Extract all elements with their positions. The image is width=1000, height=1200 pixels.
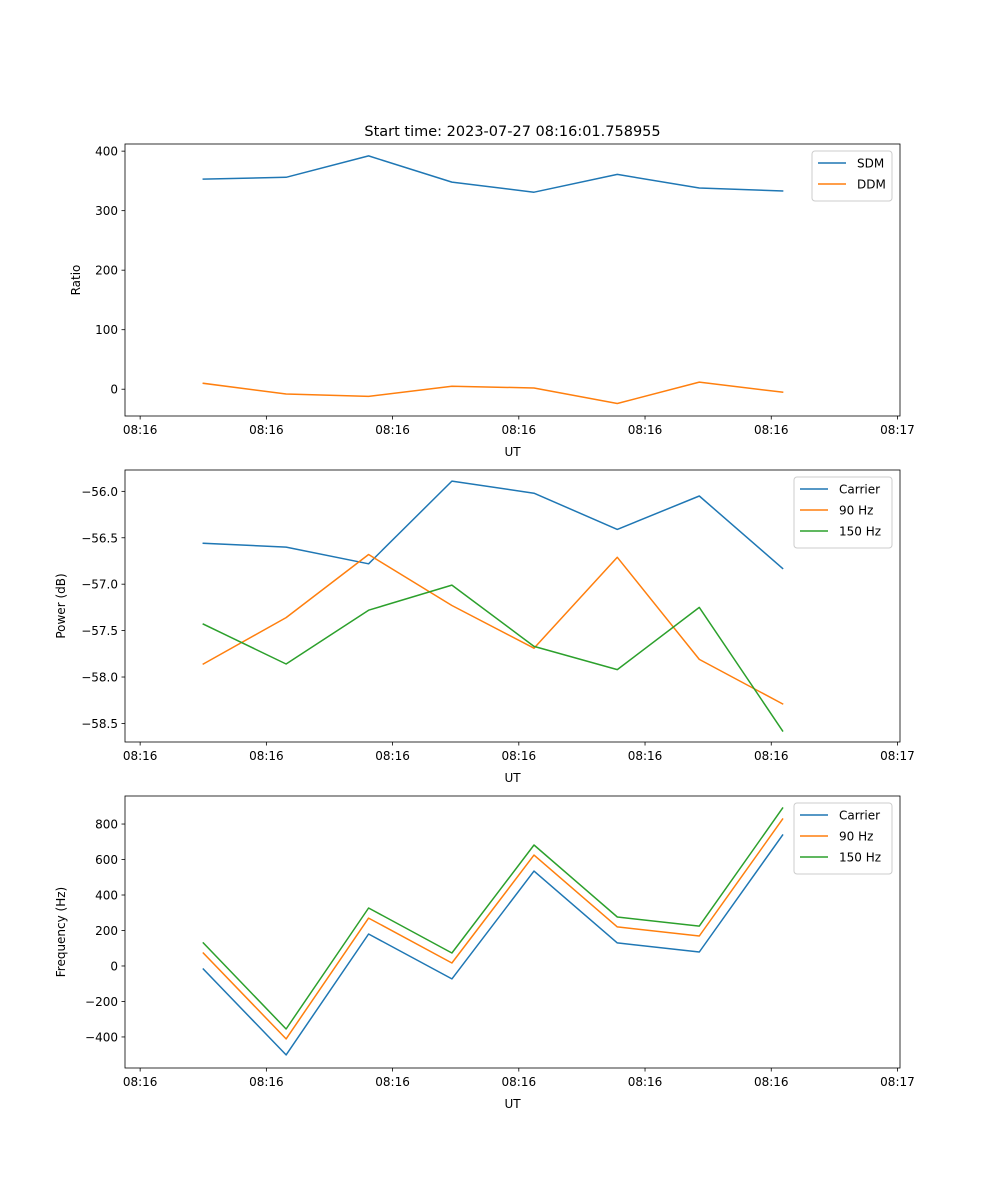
axes-frame bbox=[124, 143, 901, 417]
x-tick-label: 08:16 bbox=[502, 1075, 537, 1089]
x-tick-label: 08:17 bbox=[880, 1075, 915, 1089]
y-tick-label: −58.0 bbox=[81, 671, 118, 685]
x-tick-label: 08:16 bbox=[375, 423, 410, 437]
x-tick-label: 08:17 bbox=[880, 423, 915, 437]
series-line-150-hz bbox=[202, 807, 784, 1030]
y-tick-label: −56.0 bbox=[81, 485, 118, 499]
legend-label: 150 Hz bbox=[839, 851, 881, 865]
y-tick-label: −57.0 bbox=[81, 578, 118, 592]
y-tick-label: −200 bbox=[85, 995, 118, 1009]
y-tick-label: 0 bbox=[110, 959, 118, 973]
y-tick-label: 200 bbox=[95, 264, 118, 278]
x-tick-label: 08:16 bbox=[249, 1075, 284, 1089]
subplot-3: 08:16 08:16 08:16 08:16 08:16 08:16 08:17 −400 −… bbox=[54, 795, 915, 1111]
x-tick-label: 08:16 bbox=[375, 1075, 410, 1089]
legend-label: 150 Hz bbox=[839, 525, 881, 539]
legend-label: Carrier bbox=[839, 483, 880, 497]
x-axis-label: UT bbox=[504, 445, 521, 459]
y-tick-label: 100 bbox=[95, 323, 118, 337]
x-axis-label: UT bbox=[504, 1097, 521, 1111]
y-tick-label: 400 bbox=[95, 889, 118, 903]
x-tick-label: 08:16 bbox=[628, 423, 663, 437]
series-line-carrier bbox=[202, 833, 784, 1056]
subplot-1: 08:16 08:16 08:16 08:16 08:16 08:16 08:17 0 100 2… bbox=[69, 124, 915, 459]
chart-title: Start time: 2023-07-27 08:16:01.758955 bbox=[364, 124, 660, 140]
subplot-2: 08:16 08:16 08:16 08:16 08:16 08:16 08:17 −58.5… bbox=[54, 469, 915, 785]
x-tick-label: 08:16 bbox=[375, 749, 410, 763]
y-tick-label: 800 bbox=[95, 818, 118, 832]
series-line-carrier bbox=[202, 480, 784, 570]
series-line-90-hz bbox=[202, 553, 784, 705]
x-tick-label: 08:16 bbox=[502, 423, 537, 437]
legend: Carrier 90 Hz 150 Hz bbox=[793, 476, 893, 549]
x-tick-label: 08:16 bbox=[249, 423, 284, 437]
y-tick-label: −56.5 bbox=[81, 531, 118, 545]
legend: SDM DDM bbox=[811, 150, 893, 202]
x-tick-label: 08:16 bbox=[123, 749, 158, 763]
x-tick-label: 08:16 bbox=[754, 1075, 789, 1089]
x-axis-label: UT bbox=[504, 771, 521, 785]
legend-label: 90 Hz bbox=[839, 830, 873, 844]
y-axis-label: Ratio bbox=[69, 265, 83, 296]
x-tick-label: 08:16 bbox=[123, 423, 158, 437]
x-tick-label: 08:16 bbox=[123, 1075, 158, 1089]
axes-frame bbox=[124, 795, 901, 1069]
y-tick-label: 200 bbox=[95, 924, 118, 938]
x-tick-label: 08:16 bbox=[628, 1075, 663, 1089]
y-tick-label: −400 bbox=[85, 1030, 118, 1044]
axes-frame bbox=[124, 469, 901, 743]
y-tick-label: 600 bbox=[95, 853, 118, 867]
x-tick-label: 08:16 bbox=[754, 423, 789, 437]
legend-label: SDM bbox=[857, 157, 884, 171]
x-tick-label: 08:16 bbox=[249, 749, 284, 763]
y-tick-label: 400 bbox=[95, 145, 118, 159]
legend: Carrier 90 Hz 150 Hz bbox=[793, 802, 893, 875]
series-line-ddm bbox=[202, 381, 784, 405]
y-axis-label: Frequency (Hz) bbox=[54, 887, 68, 978]
x-tick-label: 08:17 bbox=[880, 749, 915, 763]
legend-label: Carrier bbox=[839, 809, 880, 823]
y-tick-label: 0 bbox=[110, 383, 118, 397]
series-line-sdm bbox=[202, 155, 784, 193]
x-tick-label: 08:16 bbox=[628, 749, 663, 763]
y-tick-label: −58.5 bbox=[81, 717, 118, 731]
x-tick-label: 08:16 bbox=[754, 749, 789, 763]
legend-label: DDM bbox=[857, 178, 886, 192]
series-line-90-hz bbox=[202, 818, 784, 1040]
y-tick-label: 300 bbox=[95, 204, 118, 218]
y-axis-label: Power (dB) bbox=[54, 573, 68, 638]
legend-label: 90 Hz bbox=[839, 504, 873, 518]
y-tick-label: −57.5 bbox=[81, 624, 118, 638]
series-line-150-hz bbox=[202, 584, 784, 732]
x-tick-label: 08:16 bbox=[502, 749, 537, 763]
